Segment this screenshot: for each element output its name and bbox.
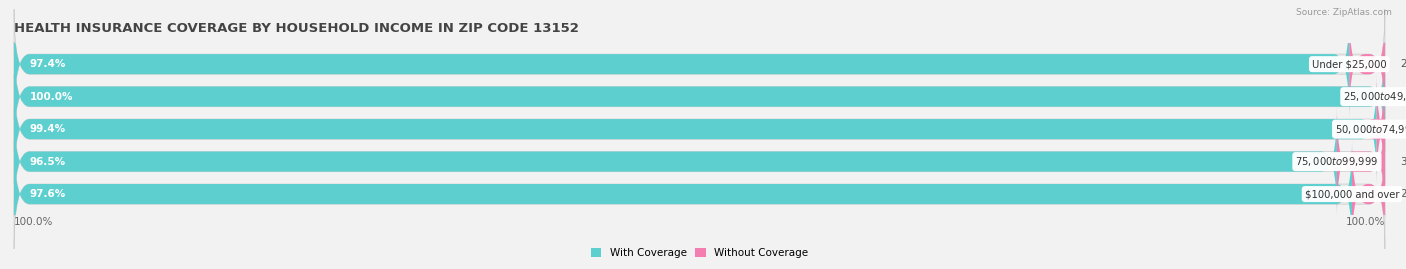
Text: Source: ZipAtlas.com: Source: ZipAtlas.com xyxy=(1296,8,1392,17)
Text: $100,000 and over: $100,000 and over xyxy=(1305,189,1399,199)
Text: 2.4%: 2.4% xyxy=(1400,189,1406,199)
Text: 2.6%: 2.6% xyxy=(1400,59,1406,69)
FancyBboxPatch shape xyxy=(1369,74,1392,184)
Text: 100.0%: 100.0% xyxy=(14,217,53,228)
Text: 99.4%: 99.4% xyxy=(30,124,66,134)
FancyBboxPatch shape xyxy=(14,74,1376,184)
Legend: With Coverage, Without Coverage: With Coverage, Without Coverage xyxy=(591,248,808,258)
FancyBboxPatch shape xyxy=(14,42,1385,151)
FancyBboxPatch shape xyxy=(14,139,1385,249)
FancyBboxPatch shape xyxy=(14,9,1350,119)
FancyBboxPatch shape xyxy=(14,107,1337,217)
FancyBboxPatch shape xyxy=(14,139,1353,249)
Text: $75,000 to $99,999: $75,000 to $99,999 xyxy=(1295,155,1378,168)
FancyBboxPatch shape xyxy=(14,9,1385,119)
Text: $50,000 to $74,999: $50,000 to $74,999 xyxy=(1336,123,1406,136)
FancyBboxPatch shape xyxy=(14,74,1385,184)
FancyBboxPatch shape xyxy=(1353,139,1385,249)
FancyBboxPatch shape xyxy=(14,107,1385,217)
Text: $25,000 to $49,999: $25,000 to $49,999 xyxy=(1343,90,1406,103)
Text: 100.0%: 100.0% xyxy=(30,92,73,102)
FancyBboxPatch shape xyxy=(1337,107,1385,217)
Text: 97.4%: 97.4% xyxy=(30,59,66,69)
FancyBboxPatch shape xyxy=(1350,9,1385,119)
Text: 3.5%: 3.5% xyxy=(1400,157,1406,167)
Text: HEALTH INSURANCE COVERAGE BY HOUSEHOLD INCOME IN ZIP CODE 13152: HEALTH INSURANCE COVERAGE BY HOUSEHOLD I… xyxy=(14,22,579,35)
FancyBboxPatch shape xyxy=(14,42,1385,151)
Text: Under $25,000: Under $25,000 xyxy=(1312,59,1386,69)
Text: 0.0%: 0.0% xyxy=(1400,92,1406,102)
Text: 97.6%: 97.6% xyxy=(30,189,66,199)
Text: 0.57%: 0.57% xyxy=(1400,124,1406,134)
Text: 96.5%: 96.5% xyxy=(30,157,66,167)
Text: 100.0%: 100.0% xyxy=(1346,217,1385,228)
